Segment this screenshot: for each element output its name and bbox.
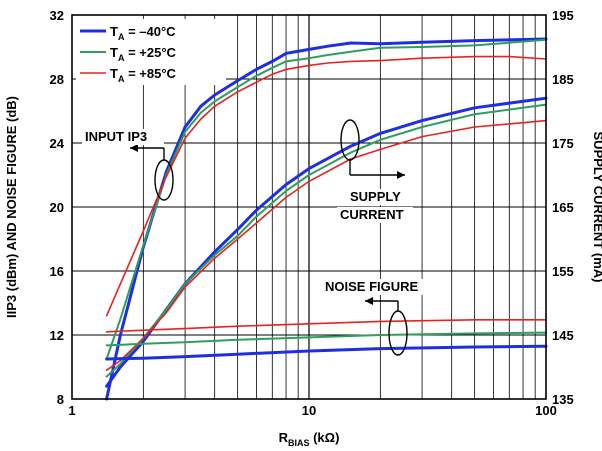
- legend-entry: TA = –40°C: [110, 24, 176, 42]
- legend: TA = –40°CTA = +25°CTA = +85°C: [76, 19, 226, 85]
- x-axis-label: RBIAS (kΩ): [279, 430, 340, 448]
- series-line-input-ip3-85: [105, 55, 547, 317]
- y-right-tick-label: 165: [552, 200, 574, 215]
- y-left-tick-label: 32: [50, 8, 64, 23]
- y-right-tick-label: 195: [552, 8, 574, 23]
- legend-entry-rest: = +85°C: [124, 66, 176, 81]
- legend-entry-main: T: [110, 45, 118, 60]
- annotation-supply-line2-bg: [337, 207, 413, 223]
- series-line-noise-figure-85: [105, 318, 547, 333]
- x-axis-label-unit: (kΩ): [309, 430, 339, 445]
- legend-entry: TA = +85°C: [110, 66, 177, 84]
- y-left-tick-label: 12: [50, 328, 64, 343]
- annotation-supply-line2: CURRENT: [340, 207, 404, 222]
- annotation-noise-figure: NOISE FIGURE: [325, 279, 419, 294]
- y-left-tick-label: 24: [50, 136, 65, 151]
- y-right-tick-label: 185: [552, 72, 574, 87]
- ip3-arrow: [130, 144, 164, 152]
- y-axis-left-label: IIP3 (dBm) AND NOISE FIGURE (dB): [4, 96, 19, 318]
- series-layer: [105, 37, 548, 401]
- y-axis-right-label: SUPPLY CURRENT (mA): [591, 132, 602, 283]
- legend-entry-main: T: [110, 24, 118, 39]
- annotation-supply-line1: SUPPLY: [350, 189, 401, 204]
- annotations: INPUT IP3 SUPPLY CURRENT NOISE FIGURE: [82, 129, 442, 295]
- annotation-input-ip3-bg: [82, 129, 164, 145]
- y-left-tick-label: 20: [50, 200, 64, 215]
- y-right-tick-label: 135: [552, 392, 574, 407]
- supply-arrow: [350, 171, 405, 179]
- legend-entry-rest: = –40°C: [124, 24, 176, 39]
- y-left-tick-label: 28: [50, 72, 64, 87]
- series-line-noise-figure-25: [105, 331, 547, 347]
- legend-entry-main: T: [110, 66, 118, 81]
- y-right-tick-label: 155: [552, 264, 574, 279]
- legend-entry: TA = +25°C: [110, 45, 177, 63]
- y-right-tick-label: 175: [552, 136, 574, 151]
- tick-labels: 1 10 100 8 12 16 20 24 28 32 135 145 155 165 175 185 195: [50, 8, 574, 418]
- x-tick-label: 10: [302, 403, 316, 418]
- annotation-shapes: [130, 119, 408, 356]
- legend-entry-rest: = +25°C: [124, 45, 176, 60]
- y-left-tick-label: 8: [57, 392, 64, 407]
- y-left-tick-label: 16: [50, 264, 64, 279]
- annotation-input-ip3: INPUT IP3: [85, 129, 147, 144]
- x-axis-label-main: R: [279, 430, 289, 445]
- series-line-noise-figure--40: [105, 344, 548, 361]
- x-tick-label: 1: [68, 403, 75, 418]
- legend-entry-sub: A: [118, 32, 125, 42]
- y-right-tick-label: 145: [552, 328, 574, 343]
- noise-arrow: [365, 297, 398, 305]
- plot-frame: [71, 14, 547, 400]
- annotation-noise-figure-bg: [322, 279, 442, 295]
- legend-entry-sub: A: [118, 74, 125, 84]
- legend-entry-sub: A: [118, 53, 125, 63]
- annotation-supply-line1-bg: [347, 189, 409, 205]
- x-tick-label: 100: [535, 403, 557, 418]
- x-axis-label-sub: BIAS: [288, 438, 310, 448]
